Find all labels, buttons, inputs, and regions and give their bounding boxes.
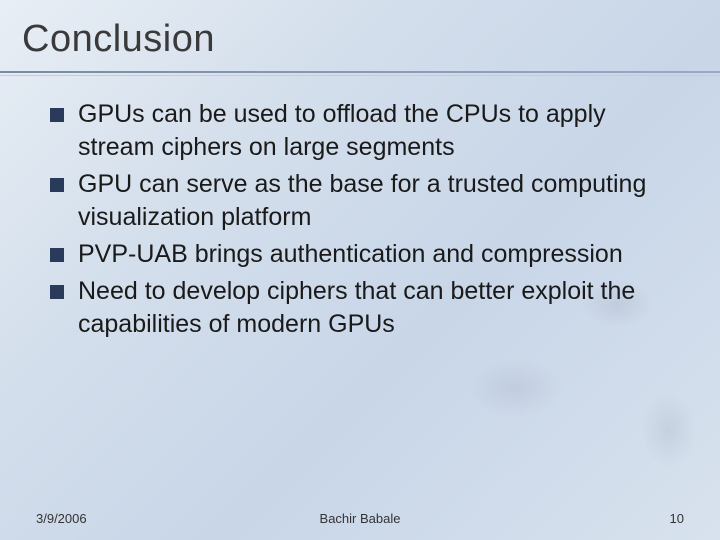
title-bar: Conclusion (0, 0, 720, 65)
bullet-text: Need to develop ciphers that can better … (78, 275, 682, 341)
bullet-text: GPUs can be used to offload the CPUs to … (78, 98, 682, 164)
list-item: GPU can serve as the base for a trusted … (50, 168, 682, 234)
footer-author: Bachir Babale (320, 511, 401, 526)
footer-date: 3/9/2006 (36, 511, 87, 526)
bullet-square-icon (50, 285, 64, 299)
bullet-text: PVP-UAB brings authentication and compre… (78, 238, 623, 271)
slide-footer: 3/9/2006 Bachir Babale 10 (0, 511, 720, 526)
bullet-square-icon (50, 178, 64, 192)
list-item: Need to develop ciphers that can better … (50, 275, 682, 341)
footer-page-number: 10 (670, 511, 684, 526)
title-rule (0, 71, 720, 73)
list-item: PVP-UAB brings authentication and compre… (50, 238, 682, 271)
bullet-text: GPU can serve as the base for a trusted … (78, 168, 682, 234)
slide-title: Conclusion (22, 18, 720, 61)
bullet-square-icon (50, 248, 64, 262)
bullet-square-icon (50, 108, 64, 122)
list-item: GPUs can be used to offload the CPUs to … (50, 98, 682, 164)
content-area: GPUs can be used to offload the CPUs to … (0, 76, 720, 341)
